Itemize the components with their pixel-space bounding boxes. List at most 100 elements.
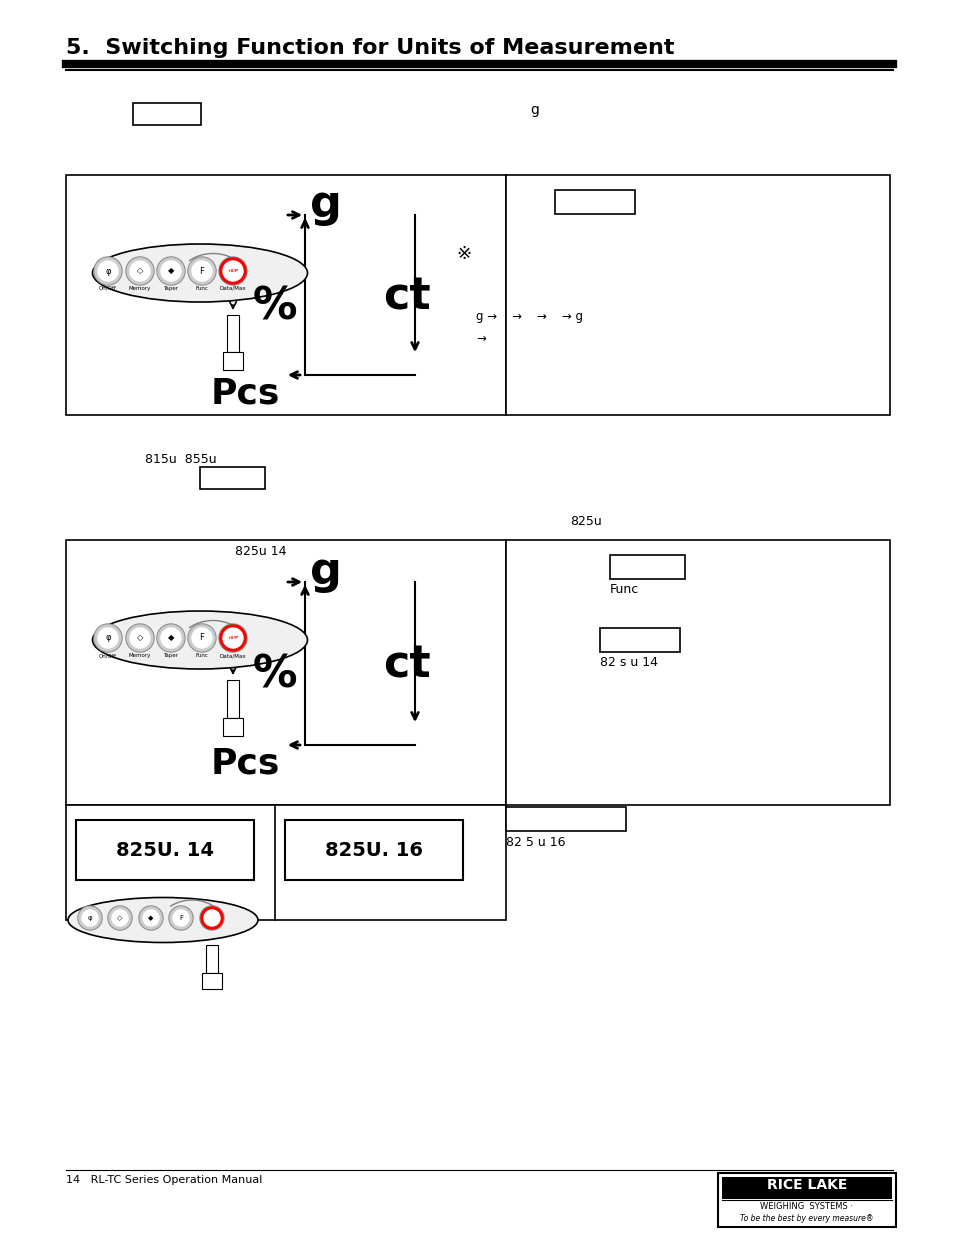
Text: ◇: ◇ [136, 634, 143, 642]
Text: ct: ct [382, 275, 430, 317]
Bar [132, 103, 201, 125]
Circle shape [78, 906, 102, 930]
Bar [227, 315, 239, 352]
Bar [599, 629, 679, 652]
Circle shape [192, 629, 212, 648]
Text: On/Off: On/Off [99, 653, 117, 658]
Text: ◆: ◆ [168, 267, 174, 275]
Circle shape [109, 906, 131, 929]
Circle shape [204, 910, 220, 926]
Bar [223, 718, 243, 736]
Text: %: % [253, 653, 296, 697]
Ellipse shape [92, 245, 307, 303]
Bar [202, 973, 222, 989]
Bar [66, 540, 505, 805]
Text: Func: Func [195, 653, 208, 658]
Text: φ: φ [88, 915, 92, 921]
Circle shape [95, 258, 121, 284]
Text: g: g [310, 550, 341, 593]
Text: 825u 14: 825u 14 [234, 545, 286, 558]
Text: φ: φ [105, 634, 111, 642]
Text: +0/P: +0/P [227, 636, 238, 640]
Text: Data/Max: Data/Max [219, 653, 246, 658]
Circle shape [220, 625, 246, 651]
Bar [200, 467, 265, 489]
Text: g →    →    →    → g: g → → → → g [476, 310, 582, 324]
Bar [76, 820, 253, 881]
Circle shape [79, 906, 101, 929]
Circle shape [200, 906, 224, 930]
Text: 82 s u 14: 82 s u 14 [599, 656, 658, 669]
Circle shape [169, 906, 193, 930]
Text: 825U. 14: 825U. 14 [116, 841, 213, 860]
Circle shape [126, 624, 153, 652]
Circle shape [223, 261, 243, 282]
Circle shape [94, 624, 122, 652]
Circle shape [219, 624, 247, 652]
Bar [206, 945, 218, 973]
Circle shape [157, 257, 185, 285]
Text: Data/Max: Data/Max [219, 287, 246, 291]
Circle shape [130, 261, 150, 282]
Circle shape [130, 629, 150, 648]
Circle shape [223, 629, 243, 648]
Text: Memory: Memory [129, 287, 151, 291]
Circle shape [158, 625, 184, 651]
Text: ◆: ◆ [168, 634, 174, 642]
Circle shape [126, 257, 153, 285]
Bar [227, 680, 239, 718]
Circle shape [140, 906, 162, 929]
Bar [721, 1177, 891, 1199]
Bar [505, 806, 625, 831]
Text: F: F [199, 267, 204, 275]
Circle shape [82, 910, 98, 926]
Text: Memory: Memory [129, 653, 151, 658]
Circle shape [127, 625, 152, 651]
Text: g: g [310, 183, 341, 226]
Bar [66, 805, 505, 920]
Text: To be the best by every measure®: To be the best by every measure® [740, 1214, 873, 1223]
Ellipse shape [92, 611, 307, 669]
Circle shape [98, 261, 118, 282]
Text: Taper: Taper [163, 287, 178, 291]
Circle shape [143, 910, 159, 926]
Text: ct: ct [382, 643, 430, 685]
Bar [718, 1173, 895, 1228]
Text: Taper: Taper [163, 653, 178, 658]
Circle shape [157, 624, 185, 652]
Bar [66, 175, 505, 415]
Circle shape [94, 257, 122, 285]
Circle shape [108, 906, 132, 930]
Text: WEIGHING  SYSTEMS ·: WEIGHING SYSTEMS · [760, 1202, 853, 1212]
Text: 815u  855u: 815u 855u [145, 453, 216, 466]
Text: +0/P: +0/P [227, 269, 238, 273]
Circle shape [188, 624, 215, 652]
Circle shape [127, 258, 152, 284]
Text: ◆: ◆ [148, 915, 153, 921]
Circle shape [189, 625, 214, 651]
Circle shape [188, 257, 215, 285]
Text: 14   RL-TC Series Operation Manual: 14 RL-TC Series Operation Manual [66, 1174, 262, 1186]
Circle shape [98, 629, 118, 648]
Text: ◇: ◇ [136, 267, 143, 275]
Text: 825u: 825u [569, 515, 601, 529]
Circle shape [220, 258, 246, 284]
Text: Func: Func [195, 287, 208, 291]
Text: On/Off: On/Off [99, 287, 117, 291]
Text: Pcs: Pcs [211, 377, 280, 411]
Circle shape [219, 257, 247, 285]
Text: %: % [253, 285, 296, 329]
Circle shape [201, 906, 223, 929]
Circle shape [112, 910, 128, 926]
Circle shape [158, 258, 184, 284]
Text: 82 5 u 16: 82 5 u 16 [505, 836, 565, 848]
Text: 825U. 16: 825U. 16 [325, 841, 422, 860]
Text: Func: Func [609, 583, 639, 597]
Bar [223, 352, 243, 370]
Circle shape [161, 629, 181, 648]
Circle shape [161, 261, 181, 282]
Text: RICE LAKE: RICE LAKE [766, 1178, 846, 1192]
Ellipse shape [68, 898, 257, 942]
Text: →: → [476, 332, 485, 345]
Circle shape [192, 261, 212, 282]
